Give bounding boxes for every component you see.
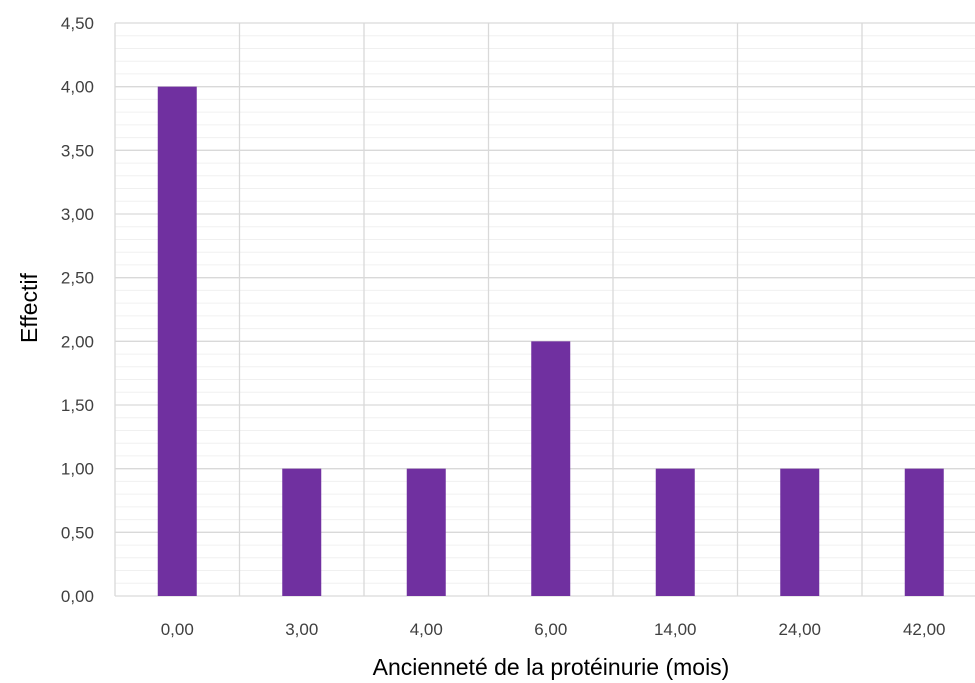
- x-tick-label: 4,00: [410, 620, 443, 639]
- y-tick-label: 1,50: [61, 396, 94, 415]
- y-tick-label: 1,00: [61, 460, 94, 479]
- y-tick-label: 0,00: [61, 587, 94, 606]
- x-tick-label: 14,00: [654, 620, 697, 639]
- x-tick-label: 3,00: [285, 620, 318, 639]
- y-tick-label: 2,50: [61, 269, 94, 288]
- x-tick-label: 6,00: [534, 620, 567, 639]
- bar: [904, 468, 944, 596]
- y-axis-title: Effectif: [16, 272, 42, 342]
- x-axis-tick-labels: 0,00 3,00 4,00 6,00 14,00 24,00 42,00: [161, 620, 946, 639]
- vertical-gridlines: [114, 23, 863, 596]
- y-tick-label: 4,50: [61, 14, 94, 33]
- bar: [655, 468, 695, 596]
- y-tick-label: 0,50: [61, 523, 94, 542]
- bar: [780, 468, 820, 596]
- bar: [531, 341, 571, 596]
- y-tick-label: 4,00: [61, 78, 94, 97]
- x-axis-title: Ancienneté de la protéinurie (mois): [373, 654, 730, 680]
- bar: [406, 468, 446, 596]
- y-tick-label: 2,00: [61, 332, 94, 351]
- bar: [157, 86, 197, 597]
- x-tick-label: 0,00: [161, 620, 194, 639]
- bar: [282, 468, 322, 596]
- x-tick-label: 42,00: [903, 620, 946, 639]
- bar-series: [157, 86, 944, 597]
- y-axis-tick-labels: 0,00 0,50 1,00 1,50 2,00 2,50 3,00 3,50 4,00 4,50: [61, 14, 94, 606]
- y-tick-label: 3,50: [61, 141, 94, 160]
- y-tick-label: 3,00: [61, 205, 94, 224]
- x-tick-label: 24,00: [778, 620, 821, 639]
